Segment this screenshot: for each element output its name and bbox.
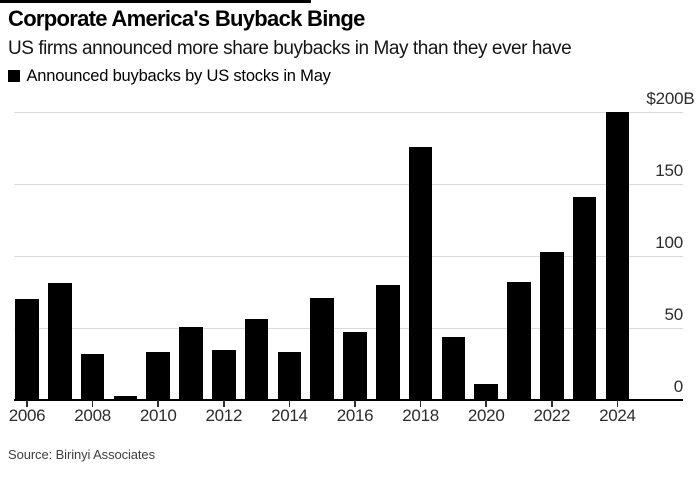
bar-2015 <box>310 297 334 400</box>
x-axis-label-2014: 2014 <box>271 406 308 425</box>
legend: Announced buybacks by US stocks in May <box>8 66 331 86</box>
x-axis-tick-2018 <box>419 400 422 407</box>
bar-2012 <box>212 349 236 400</box>
bar-2007 <box>48 283 72 400</box>
gridline-50 <box>14 327 683 329</box>
x-axis-tick-2012 <box>223 400 225 407</box>
bar-2017 <box>376 284 400 400</box>
top-border-rule <box>0 0 311 3</box>
legend-label: Announced buybacks by US stocks in May <box>26 67 331 85</box>
x-axis-label-2024: 2024 <box>599 406 636 425</box>
bar-2021 <box>507 281 531 400</box>
x-axis-label-2016: 2016 <box>336 406 374 425</box>
x-axis-line <box>14 399 683 401</box>
bar-2016 <box>343 332 367 400</box>
x-axis-tick-2016 <box>354 400 356 407</box>
bar-2006 <box>15 299 39 400</box>
source-note: Source: Birinyi Associates <box>8 447 155 462</box>
chart-subtitle: US firms announced more share buybacks i… <box>8 38 572 59</box>
y-axis-label-100: 100 <box>655 233 683 252</box>
bar-2009 <box>113 395 138 400</box>
x-axis-label-2018: 2018 <box>402 406 439 425</box>
x-axis-tick-2008 <box>91 400 94 407</box>
legend-swatch-icon <box>8 70 20 82</box>
bar-2024 <box>605 112 630 400</box>
y-axis-label-200: $200B <box>646 89 695 108</box>
bar-2019 <box>441 336 466 400</box>
y-axis-label-50: 50 <box>664 305 683 324</box>
bar-2011 <box>179 326 203 400</box>
gridline-150 <box>14 183 683 185</box>
gridline-100 <box>14 255 683 257</box>
x-axis-label-2006: 2006 <box>8 406 46 425</box>
x-axis-label-2020: 2020 <box>467 406 505 425</box>
y-axis-label-150: 150 <box>655 161 683 180</box>
chart-title: Corporate America's Buyback Binge <box>8 6 365 31</box>
bar-2023 <box>572 196 597 400</box>
x-axis-label-2022: 2022 <box>533 406 571 425</box>
x-axis-tick-2022 <box>551 400 553 407</box>
gridline-200 <box>14 111 683 113</box>
bar-2013 <box>244 319 269 400</box>
x-axis-tick-2014 <box>288 400 291 407</box>
x-axis-label-2008: 2008 <box>74 406 111 425</box>
y-axis-label-0: 0 <box>673 377 683 396</box>
bar-2020 <box>474 384 498 400</box>
x-axis-label-2010: 2010 <box>139 406 177 425</box>
x-axis-label-2012: 2012 <box>205 406 243 425</box>
bar-2008 <box>80 353 105 400</box>
bar-2022 <box>540 251 564 400</box>
x-axis-tick-2020 <box>485 400 487 407</box>
bar-2014 <box>277 352 302 400</box>
x-axis-tick-2024 <box>616 400 619 407</box>
bar-2010 <box>146 352 170 400</box>
bar-2018 <box>408 146 433 400</box>
x-axis-tick-2006 <box>26 400 28 407</box>
x-axis-tick-2010 <box>157 400 159 407</box>
